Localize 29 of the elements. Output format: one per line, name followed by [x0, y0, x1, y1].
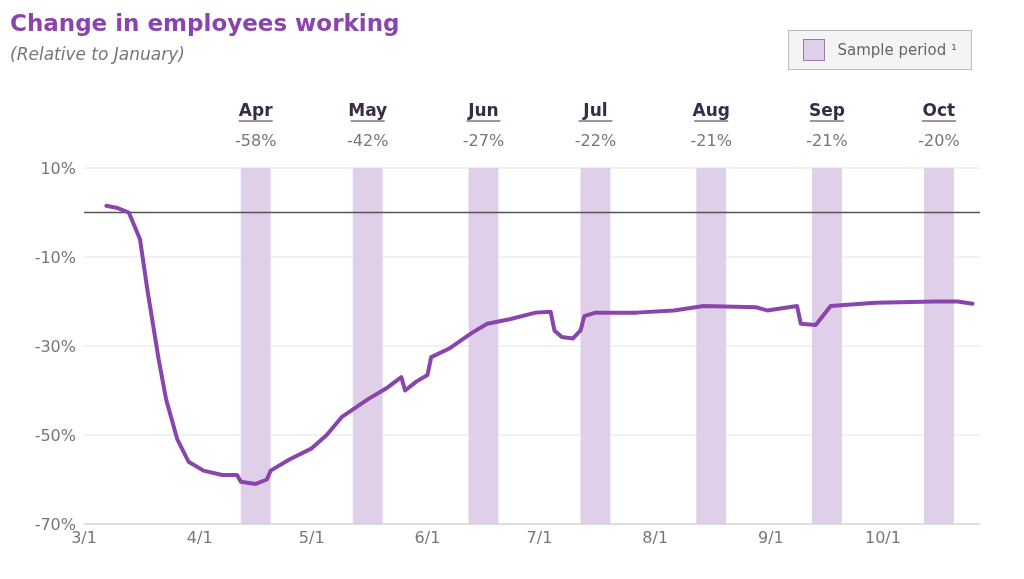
- band-label: Aug: [692, 100, 730, 120]
- text: -27%: [462, 131, 505, 150]
- band-label: Jun: [467, 100, 499, 120]
- text: -58%: [235, 131, 277, 150]
- chart-title: Change in employees working: [10, 10, 400, 36]
- x-tick-label: 6/1: [414, 528, 441, 548]
- band-label: May: [348, 100, 388, 120]
- line-series: [104, 203, 975, 486]
- x-tick-label: 8/1: [642, 528, 669, 548]
- text: -21%: [806, 131, 848, 150]
- x-tick-label: 10/1: [864, 528, 901, 548]
- y-tick-label: 10%: [40, 158, 76, 178]
- band-label: Apr: [238, 100, 274, 120]
- y-tick-label: -30%: [34, 336, 76, 356]
- band-label: Oct: [922, 100, 956, 120]
- text: -21%: [690, 131, 732, 150]
- x-tick-label: 9/1: [758, 528, 784, 548]
- y-tick-label: -50%: [34, 425, 76, 445]
- y-tick-label: -10%: [34, 247, 76, 267]
- band-label: Sep: [808, 100, 845, 120]
- x-tick-label: 7/1: [526, 528, 553, 548]
- legend-title: Sample period ¹: [837, 41, 957, 59]
- chart-subtitle: (Relative to January): [10, 44, 185, 64]
- text: -22%: [574, 131, 617, 150]
- x-tick-label: 5/1: [298, 528, 325, 548]
- band-label: Jul: [582, 100, 608, 120]
- text: -42%: [347, 131, 389, 150]
- text: -20%: [918, 131, 960, 150]
- x-tick-label: 4/1: [186, 528, 213, 548]
